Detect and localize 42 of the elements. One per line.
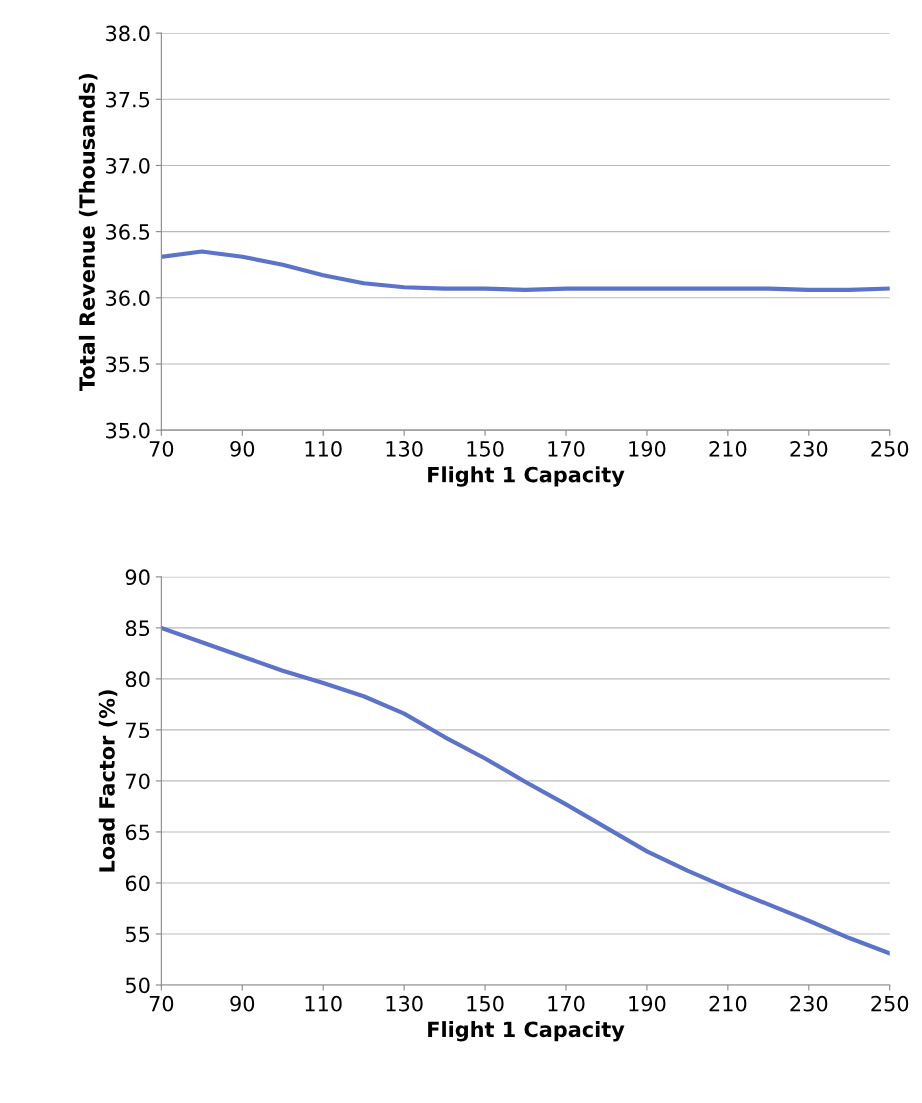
y-axis-title: Total Revenue (Thousands) xyxy=(78,73,98,391)
x-tick-label: 250 xyxy=(871,995,909,1012)
y-tick-label: 35.5 xyxy=(106,356,150,373)
x-tick-label: 230 xyxy=(790,440,828,457)
y-tick-label: 36.5 xyxy=(106,224,150,240)
x-tick-label: 130 xyxy=(386,440,423,457)
x-tick-label: 70 xyxy=(149,995,174,1012)
y-tick-label: 80 xyxy=(125,671,150,688)
x-tick-label: 170 xyxy=(548,995,585,1012)
y-axis-title: Load Factor (%) xyxy=(98,690,118,872)
x-tick-label: 110 xyxy=(305,995,342,1012)
y-tick-label: 90 xyxy=(125,569,150,586)
x-tick-label: 90 xyxy=(230,995,255,1012)
x-tick-label: 70 xyxy=(149,440,174,457)
y-tick-label: 75 xyxy=(126,722,150,739)
line-series xyxy=(161,625,890,956)
y-tick-label: 70 xyxy=(126,773,150,790)
x-tick-label: 150 xyxy=(467,995,504,1012)
x-tick-label: 90 xyxy=(230,440,255,457)
y-tick-label: 85 xyxy=(125,620,150,637)
x-tick-label: 170 xyxy=(548,440,585,457)
y-tick-label: 55 xyxy=(126,926,150,943)
y-tick-label: 65 xyxy=(125,824,150,841)
y-tick-label: 36.0 xyxy=(106,290,150,307)
y-tick-label: 60 xyxy=(125,875,150,892)
x-tick-label: 190 xyxy=(629,440,666,457)
y-tick-label: 38.0 xyxy=(106,25,150,42)
x-axis-title: Flight 1 Capacity xyxy=(428,1021,625,1042)
x-tick-label: 190 xyxy=(629,995,666,1012)
x-tick-label: 250 xyxy=(871,440,909,457)
line-series xyxy=(161,249,890,292)
y-tick-label: 37.5 xyxy=(106,91,150,108)
x-tick-label: 110 xyxy=(305,440,342,457)
y-tick-label: 50 xyxy=(126,977,150,994)
x-tick-label: 150 xyxy=(467,440,504,457)
x-tick-label: 210 xyxy=(709,995,747,1012)
x-tick-label: 230 xyxy=(790,995,828,1012)
x-tick-label: 130 xyxy=(386,995,423,1012)
x-axis-title: Flight 1 Capacity xyxy=(428,466,625,487)
x-tick-label: 210 xyxy=(709,440,747,457)
y-tick-label: 35.0 xyxy=(106,422,150,439)
y-tick-label: 37.0 xyxy=(106,157,150,174)
